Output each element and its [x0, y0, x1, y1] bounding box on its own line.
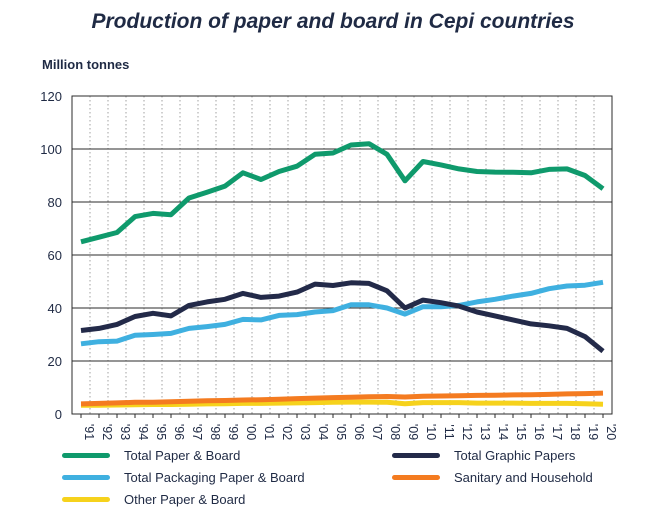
- legend-item: Total Graphic Papers: [392, 448, 575, 463]
- x-tick-label: '09: [406, 424, 420, 440]
- series-line: [80, 280, 605, 354]
- x-tick-label: '20: [604, 424, 618, 440]
- x-tick-label: '95: [154, 424, 168, 440]
- x-tick-label: '94: [136, 424, 150, 440]
- series-line: [81, 399, 604, 408]
- legend-swatch: [392, 475, 440, 480]
- x-tick-label: '91: [82, 424, 96, 440]
- x-tick-label: '12: [460, 424, 474, 440]
- y-tick-label: 80: [48, 195, 62, 210]
- x-tick-label: '96: [172, 424, 186, 440]
- x-tick-label: '15: [514, 424, 528, 440]
- x-tick-label: '06: [352, 424, 366, 440]
- y-tick-label: 0: [55, 407, 62, 422]
- x-tick-label: '01: [262, 424, 276, 440]
- x-tick-label: '03: [298, 424, 312, 440]
- x-tick-label: '14: [496, 424, 510, 440]
- y-tick-label: 100: [40, 142, 62, 157]
- legend-label: Other Paper & Board: [124, 492, 246, 507]
- chart-legend: Total Paper & Board Total Graphic Papers T…: [62, 448, 642, 514]
- legend-swatch: [62, 475, 110, 480]
- x-tick-label: '11: [442, 424, 456, 439]
- x-tick-label: '92: [100, 424, 114, 440]
- legend-label: Total Graphic Papers: [454, 448, 576, 463]
- x-tick-label: '98: [208, 424, 222, 440]
- legend-swatch: [392, 453, 440, 458]
- x-tick-label: '93: [118, 424, 132, 440]
- x-tick-label: '16: [532, 424, 546, 440]
- chart-title: Production of paper and board in Cepi co…: [91, 10, 575, 33]
- y-tick-label: 40: [48, 301, 62, 316]
- x-tick-label: '17: [550, 424, 564, 440]
- x-tick-label: '00: [244, 424, 258, 440]
- series-line: [80, 279, 604, 347]
- legend-label: Sanitary and Household: [454, 470, 593, 485]
- y-tick-label: 20: [48, 354, 62, 369]
- legend-item: Sanitary and Household: [392, 470, 593, 485]
- y-tick-label: 120: [40, 89, 62, 104]
- x-tick-label: '02: [280, 424, 294, 440]
- legend-item: Total Paper & Board: [62, 448, 240, 463]
- legend-swatch: [62, 497, 110, 502]
- y-tick-label: 60: [48, 248, 62, 263]
- legend-item: Total Packaging Paper & Board: [62, 470, 305, 485]
- series-line: [80, 390, 604, 407]
- y-axis-label: Million tonnes: [42, 57, 130, 72]
- x-tick-label: '19: [586, 424, 600, 440]
- x-tick-label: '07: [370, 424, 384, 440]
- legend-label: Total Packaging Paper & Board: [124, 470, 305, 485]
- x-tick-label: '05: [334, 424, 348, 440]
- x-tick-label: '08: [388, 424, 402, 440]
- x-tick-label: '04: [316, 424, 330, 440]
- legend-label: Total Paper & Board: [124, 448, 241, 463]
- legend-item: Other Paper & Board: [62, 492, 245, 507]
- x-tick-label: '97: [190, 424, 204, 440]
- x-tick-label: '18: [568, 424, 582, 440]
- series-line: [80, 141, 605, 245]
- x-tick-label: '10: [424, 424, 438, 440]
- legend-swatch: [62, 453, 110, 458]
- x-tick-label: '13: [478, 424, 492, 440]
- x-tick-label: '99: [226, 424, 240, 440]
